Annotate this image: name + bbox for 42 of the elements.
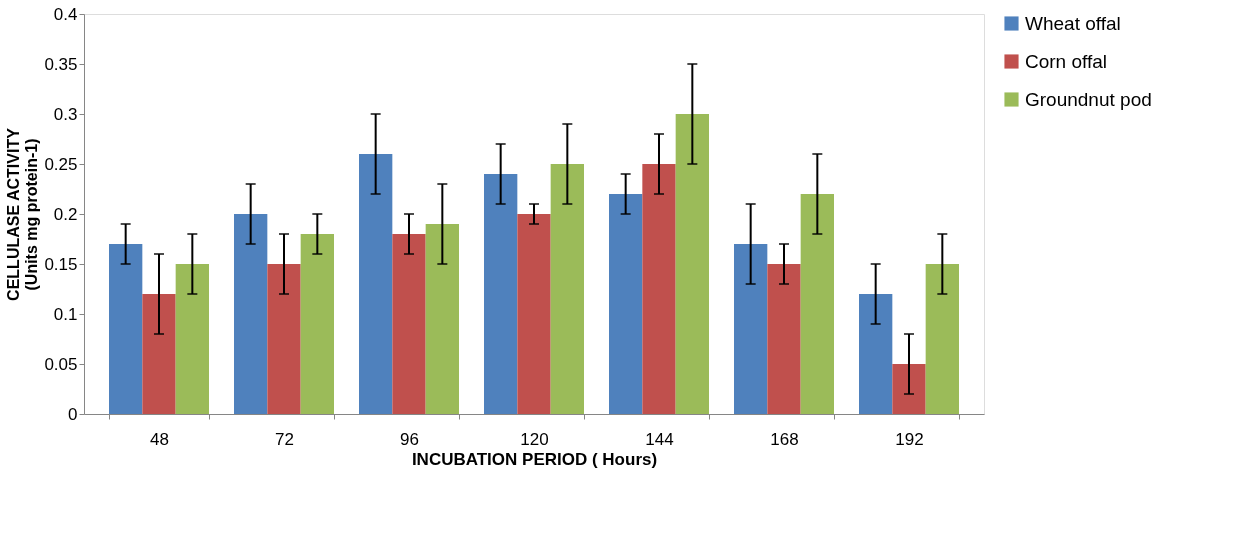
- y-tick-label: 0.35: [44, 54, 78, 74]
- bar: [425, 224, 459, 414]
- bar: [925, 264, 959, 414]
- y-axis-title: CELLULASE ACTIVITY (Units mg protein-1): [5, 127, 41, 301]
- y-tick-label: 0.25: [44, 154, 78, 174]
- x-tick-label: 96: [400, 429, 419, 449]
- bar: [734, 244, 768, 414]
- bar: [300, 234, 334, 414]
- legend-label: Wheat offal: [1025, 12, 1121, 34]
- y-tick-label: 0.05: [44, 354, 78, 374]
- x-tick-label: 48: [150, 429, 169, 449]
- bar: [109, 244, 143, 414]
- bar: [800, 194, 834, 414]
- bar: [517, 214, 551, 414]
- bar: [234, 214, 268, 414]
- y-tick-label: 0.1: [53, 304, 78, 324]
- bar: [175, 264, 209, 414]
- y-tick-label: 0.4: [53, 4, 78, 24]
- bar: [859, 294, 893, 414]
- bar: [609, 194, 643, 414]
- bar: [267, 264, 301, 414]
- bar: [767, 264, 801, 414]
- y-tick-label: 0.3: [53, 104, 78, 124]
- bar: [359, 154, 393, 414]
- bar: [675, 114, 709, 414]
- x-tick-label: 120: [520, 429, 549, 449]
- x-axis-title: INCUBATION PERIOD ( Hours): [411, 449, 658, 469]
- legend-label: Corn offal: [1025, 50, 1108, 72]
- bar: [642, 164, 676, 414]
- bar: [142, 294, 176, 414]
- x-tick-label: 192: [895, 429, 924, 449]
- bar: [550, 164, 584, 414]
- x-tick-label: 72: [275, 429, 294, 449]
- y-tick-label: 0.2: [53, 204, 78, 224]
- legend-label: Groundnut pod: [1025, 88, 1152, 110]
- bar: [484, 174, 518, 414]
- y-tick-label: 0.15: [44, 254, 78, 274]
- bar: [892, 364, 926, 414]
- x-tick-label: 168: [770, 429, 799, 449]
- y-tick-label: 0: [68, 404, 78, 424]
- x-tick-label: 144: [645, 429, 674, 449]
- bar: [392, 234, 426, 414]
